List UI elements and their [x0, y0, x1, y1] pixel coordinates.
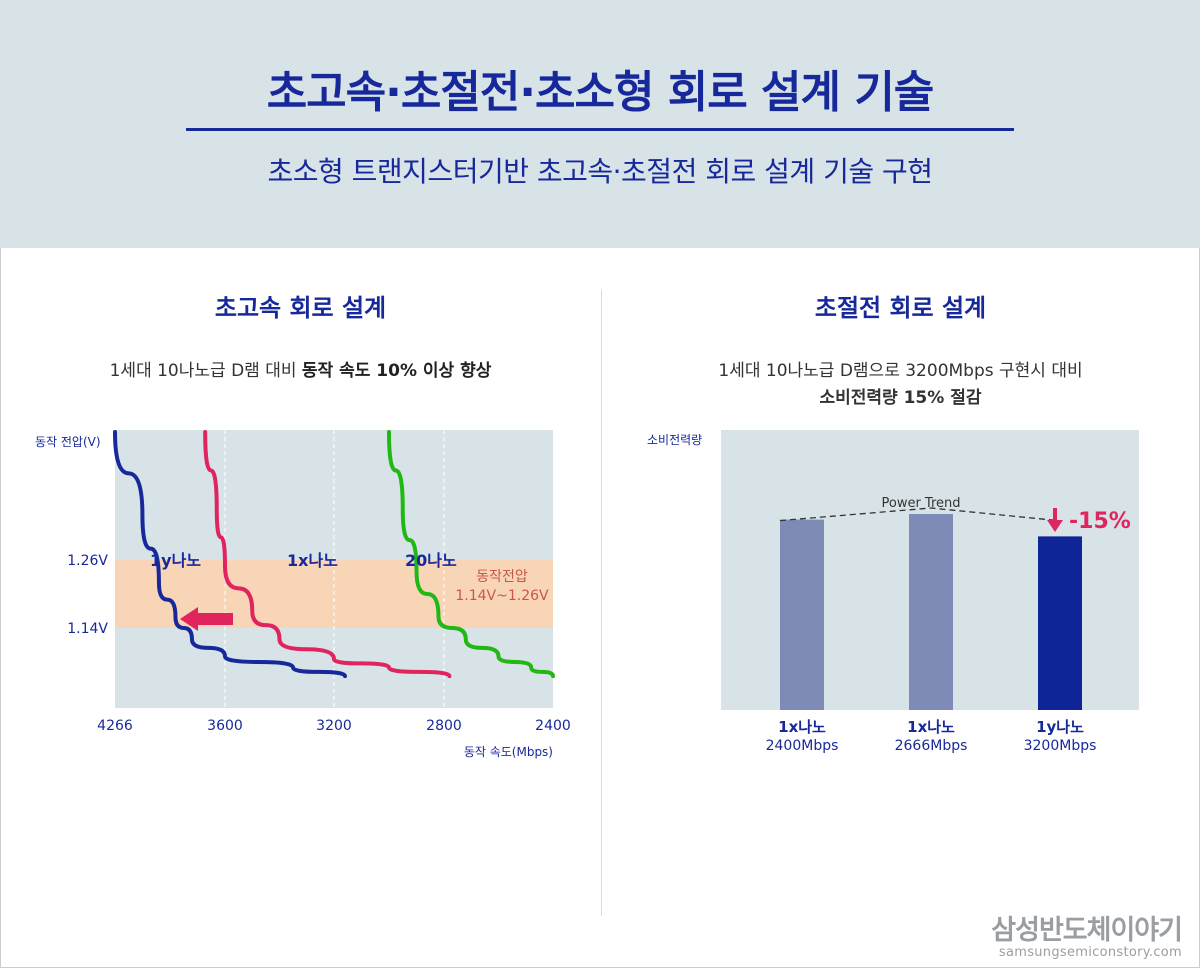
page-title: 초고속·초절전·초소형 회로 설계 기술 — [266, 67, 935, 118]
series-line — [203, 430, 452, 679]
down-arrow-icon — [1047, 520, 1063, 532]
down-arrow-icon — [1053, 508, 1057, 522]
power-bar — [909, 514, 953, 710]
speed-label: 2400Mbps — [766, 738, 839, 754]
speed-label: 3200Mbps — [1024, 738, 1097, 754]
right-desc-line1: 1세대 10나노급 D램으로 3200Mbps 구현시 대비 — [718, 361, 1083, 381]
power-bar — [780, 519, 824, 710]
title-underline — [186, 128, 1014, 131]
reduction-label: -15% — [1069, 509, 1131, 534]
y-tick-label: 1.14V — [67, 621, 108, 637]
x-tick-label: 2400 — [535, 718, 571, 734]
speed-label: 2666Mbps — [895, 738, 968, 754]
brand-url: samsungsemiconstory.com — [998, 945, 1182, 960]
brand-logo: 삼성반도체이야기 samsungsemiconstory.com — [991, 908, 1183, 960]
power-bar — [1038, 536, 1082, 710]
right-panel-title: 초절전 회로 설계 — [814, 294, 987, 322]
trend-label: Power Trend — [881, 496, 960, 511]
left-desc-plain: 1세대 10나노급 D램 대비 — [109, 361, 302, 381]
right-panel-desc: 1세대 10나노급 D램으로 3200Mbps 구현시 대비 소비전력량 15%… — [601, 358, 1200, 412]
series-label: 1x나노 — [287, 551, 338, 570]
page-subtitle: 초소형 트랜지스터기반 초고속·초절전 회로 설계 기술 구현 — [267, 155, 933, 188]
y-tick-label: 1.26V — [67, 553, 108, 569]
power-trend-line — [779, 507, 1057, 522]
band-label: 동작전압 — [476, 569, 528, 585]
x-axis-label: 동작 속도(Mbps) — [464, 745, 553, 759]
category-label: 1x나노 — [907, 718, 955, 736]
power-bar-chart: 소비전력량 1x나노 2400Mbps 1x나노 2666Mbps 1y나노 3200Mbp… — [647, 430, 1139, 754]
left-arrow-icon — [180, 607, 233, 631]
category-label: 1x나노 — [778, 718, 826, 736]
series-label: 20나노 — [405, 551, 457, 570]
x-tick-label: 4266 — [97, 718, 133, 734]
series-line — [113, 430, 347, 679]
left-panel-title: 초고속 회로 설계 — [214, 294, 387, 322]
panel-divider — [601, 290, 602, 916]
left-panel-desc: 1세대 10나노급 D램 대비 동작 속도 10% 이상 향상 — [0, 358, 601, 385]
brand-name: 삼성반도체이야기 — [991, 915, 1183, 946]
band-range-label: 1.14V~1.26V — [455, 588, 549, 604]
speed-voltage-chart: 동작 전압(V) 1.26V 1.14V 4266 3600 3200 2800 2400 동작… — [35, 430, 571, 759]
y-axis-label: 동작 전압(V) — [35, 435, 101, 449]
left-desc-bold: 동작 속도 10% 이상 향상 — [301, 361, 492, 381]
right-desc-line2: 소비전력량 15% 절감 — [819, 388, 982, 408]
category-label: 1y나노 — [1036, 718, 1084, 736]
series-label: 1y나노 — [150, 551, 201, 570]
header-banner: 초고속·초절전·초소형 회로 설계 기술 초소형 트랜지스터기반 초고속·초절전… — [0, 0, 1200, 248]
y-axis-label: 소비전력량 — [647, 433, 702, 447]
x-tick-label: 2800 — [426, 718, 462, 734]
x-tick-label: 3600 — [207, 718, 243, 734]
series-line — [387, 430, 555, 679]
x-tick-label: 3200 — [316, 718, 352, 734]
